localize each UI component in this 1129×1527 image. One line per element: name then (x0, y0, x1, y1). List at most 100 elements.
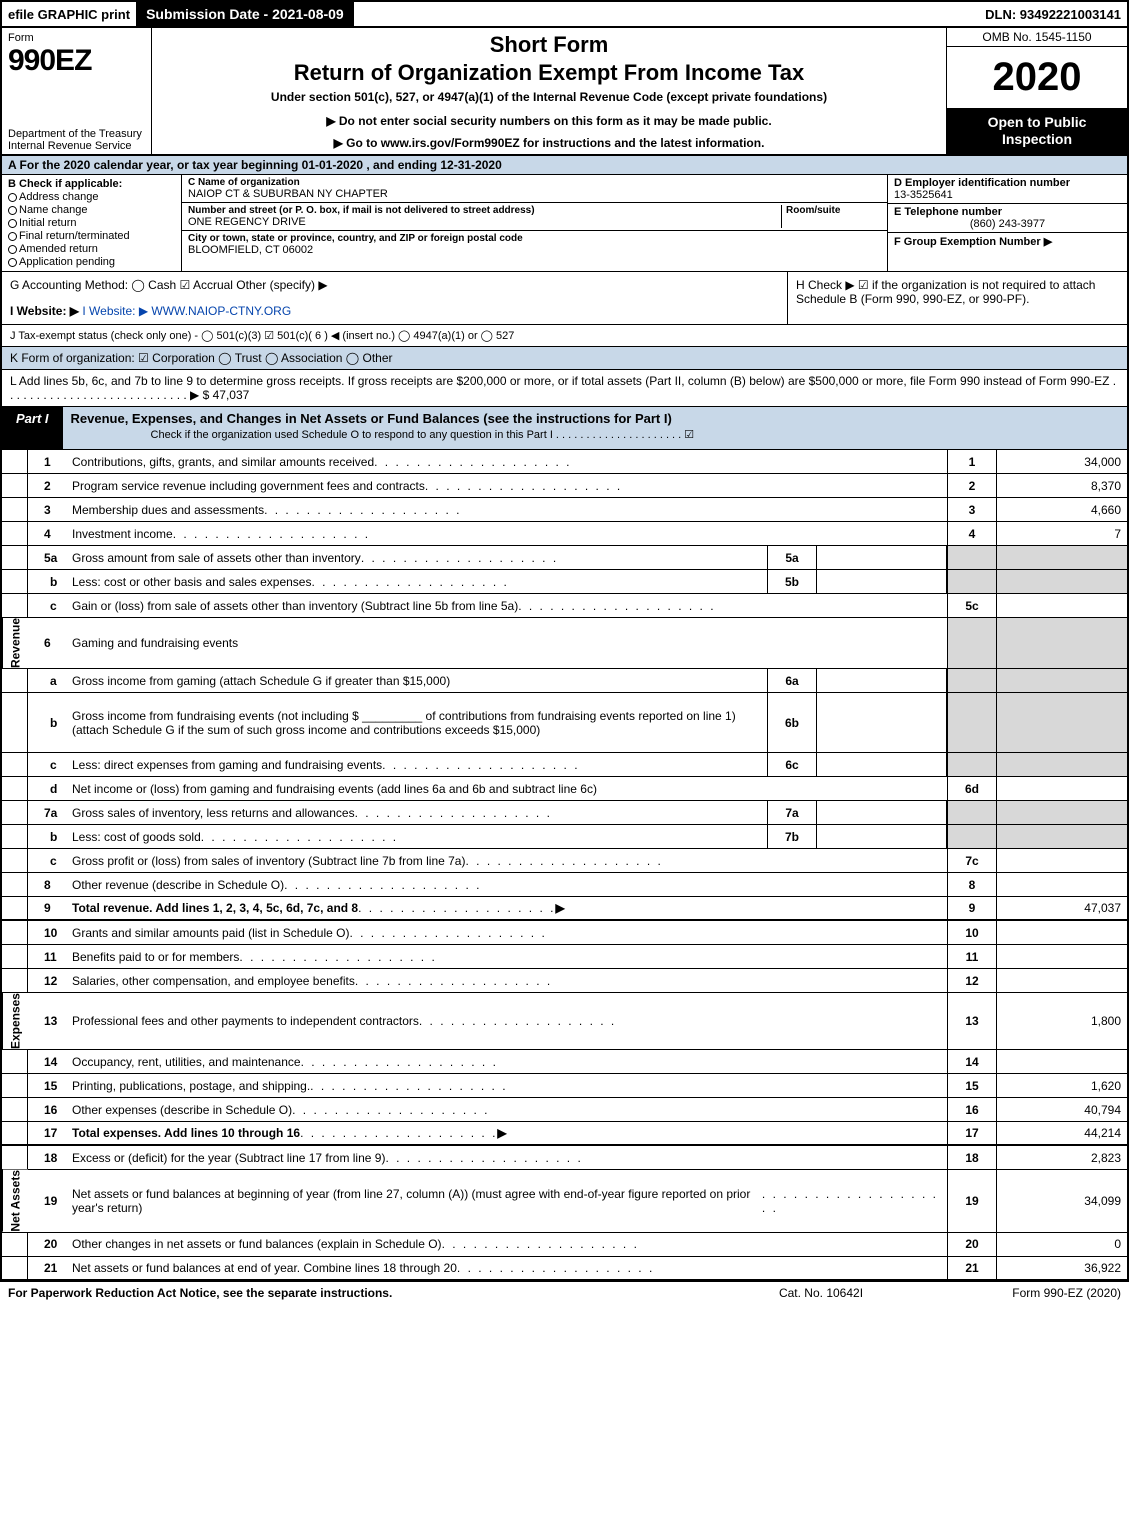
ld-19: Net assets or fund balances at beginning… (72, 1187, 762, 1215)
irs-label: Internal Revenue Service (8, 140, 145, 152)
ln-4: 4 (28, 522, 68, 545)
d-label: D Employer identification number (894, 177, 1121, 189)
return-title: Return of Organization Exempt From Incom… (160, 60, 938, 86)
ld-10: Grants and similar amounts paid (list in… (72, 926, 349, 940)
revenue-side-label: Revenue (2, 618, 28, 668)
av-21: 36,922 (997, 1257, 1127, 1279)
al-4: 4 (947, 522, 997, 545)
sav-5b (817, 570, 947, 593)
ln-3: 3 (28, 498, 68, 521)
short-form-title: Short Form (160, 32, 938, 58)
al-12: 12 (947, 969, 997, 992)
ln-8: 8 (28, 873, 68, 896)
av-2: 8,370 (997, 474, 1127, 497)
c-name-label: C Name of organization (188, 177, 881, 188)
c-city-label: City or town, state or province, country… (188, 233, 881, 244)
form-word: Form (8, 32, 145, 44)
av-20: 0 (997, 1233, 1127, 1256)
al-20: 20 (947, 1233, 997, 1256)
av-15: 1,620 (997, 1074, 1127, 1097)
ln-7a: 7a (28, 801, 68, 824)
al-21: 21 (947, 1257, 997, 1279)
ln-21: 21 (28, 1257, 68, 1279)
al-17: 17 (947, 1122, 997, 1144)
goto-link[interactable]: ▶ Go to www.irs.gov/Form990EZ for instru… (160, 136, 938, 150)
ln-20: 20 (28, 1233, 68, 1256)
c-room-label: Room/suite (786, 205, 881, 216)
ln-5b: b (28, 570, 68, 593)
av-12 (997, 969, 1127, 992)
ln-6d: d (28, 777, 68, 800)
section-b-cdef: B Check if applicable: Address change Na… (0, 175, 1129, 272)
b-opt-address: Address change (19, 191, 99, 203)
ln-5a: 5a (28, 546, 68, 569)
efile-label: efile GRAPHIC print (2, 5, 136, 24)
ld-15: Printing, publications, postage, and shi… (72, 1079, 310, 1093)
al-7c: 7c (947, 849, 997, 872)
page-footer: For Paperwork Reduction Act Notice, see … (0, 1281, 1129, 1304)
b-title: B Check if applicable: (8, 178, 175, 190)
netassets-side-label: Net Assets (2, 1170, 28, 1232)
sav-5a (817, 546, 947, 569)
footer-formref: Form 990-EZ (2020) (921, 1286, 1121, 1300)
website-link[interactable]: I Website: ▶ WWW.NAIOP-CTNY.ORG (82, 304, 291, 318)
ld-17: Total expenses. Add lines 10 through 16 (72, 1126, 300, 1140)
b-opt-amended: Amended return (19, 243, 98, 255)
ld-18: Excess or (deficit) for the year (Subtra… (72, 1151, 385, 1165)
ln-7c: c (28, 849, 68, 872)
sav-6a (817, 669, 947, 692)
sal-5b: 5b (767, 570, 817, 593)
b-opt-pending: Application pending (19, 256, 115, 268)
box-b: B Check if applicable: Address change Na… (2, 175, 182, 271)
footer-catno: Cat. No. 10642I (721, 1286, 921, 1300)
dept-treasury: Department of the Treasury (8, 128, 145, 140)
ld-12: Salaries, other compensation, and employ… (72, 974, 355, 988)
c-name-value: NAIOP CT & SUBURBAN NY CHAPTER (188, 188, 881, 200)
ld-6d: Net income or (loss) from gaming and fun… (72, 782, 597, 796)
dln-label: DLN: 93492221003141 (979, 5, 1127, 24)
b-opt-final: Final return/terminated (19, 230, 130, 242)
av-19: 34,099 (997, 1170, 1127, 1232)
d-value: 13-3525641 (894, 189, 1121, 201)
av-17: 44,214 (997, 1122, 1127, 1144)
top-bar: efile GRAPHIC print Submission Date - 20… (0, 0, 1129, 28)
ld-6a: Gross income from gaming (attach Schedul… (72, 674, 450, 688)
ssn-warning: ▶ Do not enter social security numbers o… (160, 114, 938, 128)
al-6d: 6d (947, 777, 997, 800)
ld-5b: Less: cost or other basis and sales expe… (72, 575, 311, 589)
ln-2: 2 (28, 474, 68, 497)
sav-6c (817, 753, 947, 776)
part1-tab: Part I (2, 407, 63, 449)
av-5c (997, 594, 1127, 617)
al-2: 2 (947, 474, 997, 497)
ln-6a: a (28, 669, 68, 692)
al-5c: 5c (947, 594, 997, 617)
form-number: 990EZ (8, 44, 145, 78)
al-18: 18 (947, 1146, 997, 1169)
k-form-org: K Form of organization: ☑ Corporation ◯ … (0, 347, 1129, 370)
e-label: E Telephone number (894, 206, 1121, 218)
ld-6b1: Gross income from fundraising events (no… (72, 709, 359, 723)
ln-6: 6 (28, 618, 68, 668)
row-g-h: G Accounting Method: ◯ Cash ☑ Accrual Ot… (0, 272, 1129, 325)
al-19: 19 (947, 1170, 997, 1232)
av-7c (997, 849, 1127, 872)
ln-5c: c (28, 594, 68, 617)
ln-11: 11 (28, 945, 68, 968)
av-14 (997, 1050, 1127, 1073)
al-16: 16 (947, 1098, 997, 1121)
open-public-badge: Open to Public Inspection (947, 108, 1127, 154)
f-label: F Group Exemption Number ▶ (894, 235, 1121, 248)
sal-5a: 5a (767, 546, 817, 569)
av-11 (997, 945, 1127, 968)
al-3: 3 (947, 498, 997, 521)
c-street-label: Number and street (or P. O. box, if mail… (188, 205, 781, 216)
ld-9: Total revenue. Add lines 1, 2, 3, 4, 5c,… (72, 901, 358, 915)
ld-5a: Gross amount from sale of assets other t… (72, 551, 361, 565)
av-8 (997, 873, 1127, 896)
tax-year: 2020 (947, 47, 1127, 108)
section-a: A For the 2020 calendar year, or tax yea… (0, 156, 1129, 175)
sav-7a (817, 801, 947, 824)
ld-6: Gaming and fundraising events (72, 636, 238, 650)
al-13: 13 (947, 993, 997, 1049)
